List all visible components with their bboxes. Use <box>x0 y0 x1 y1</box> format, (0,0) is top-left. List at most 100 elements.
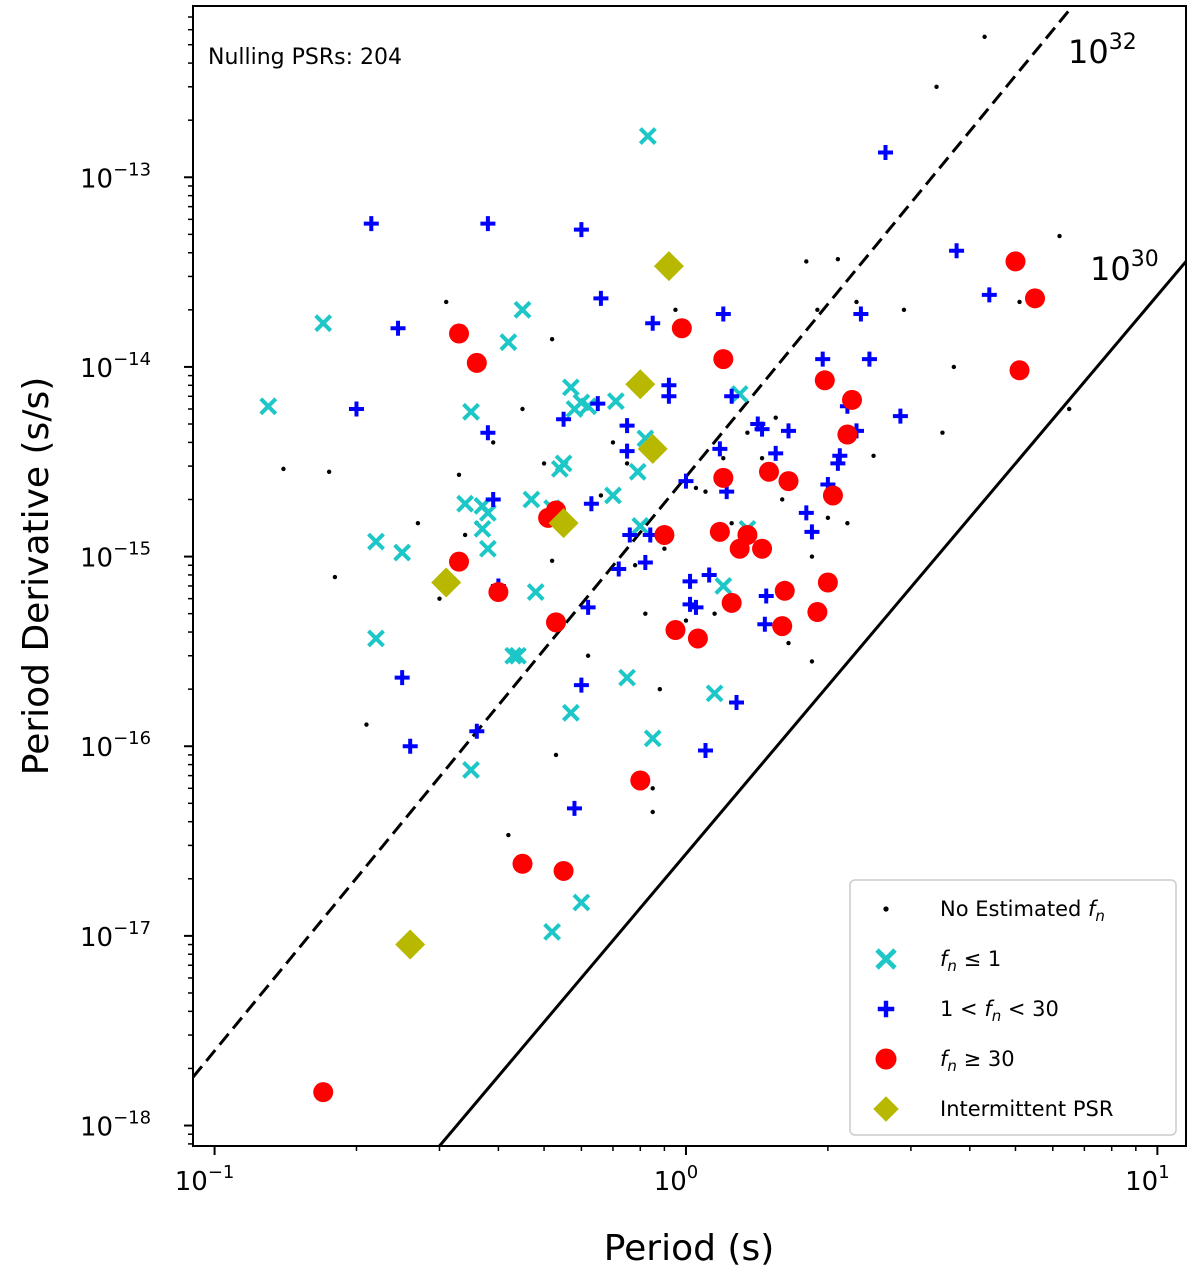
point-high-20 <box>737 524 758 545</box>
point-none-10 <box>491 440 496 445</box>
point-mid-3 <box>394 670 410 686</box>
point-low-13 <box>504 646 523 665</box>
point-inter-0 <box>395 929 426 960</box>
legend-label-low: fn ≤ 1 <box>940 947 1001 975</box>
legend-label-inter: Intermittent PSR <box>940 1097 1113 1121</box>
energy-loss-lines <box>193 9 1186 1146</box>
y-axis-label: Period Derivative (s/s) <box>16 377 57 775</box>
point-high-18 <box>721 592 742 613</box>
point-mid-6 <box>480 216 496 232</box>
point-high-8 <box>545 612 566 633</box>
point-inter-4 <box>637 433 668 464</box>
legend-entry-mid: 1 < fn < 30 <box>877 997 1059 1025</box>
legend-entry-low: fn ≤ 1 <box>875 947 1001 975</box>
point-mid-1 <box>363 216 379 232</box>
legend: No Estimated fn fn ≤ 1 1 < fn < 30 fn ≥ 30 I… <box>849 879 1177 1136</box>
point-low-20 <box>554 454 573 473</box>
point-none-40 <box>786 640 791 646</box>
point-none-32 <box>703 489 708 494</box>
point-high-1 <box>449 323 470 344</box>
point-mid-14 <box>580 599 596 615</box>
point-mid-39 <box>754 421 770 437</box>
point-mid-33 <box>712 441 728 457</box>
point-low-34 <box>714 577 733 595</box>
y-tick-label: 10−13 <box>80 159 151 194</box>
point-low-39 <box>579 397 598 416</box>
legend-marker-low <box>875 948 897 970</box>
point-high-0 <box>313 1082 334 1103</box>
point-mid-7 <box>480 425 496 441</box>
point-mid-15 <box>583 496 599 512</box>
point-low-21 <box>561 703 580 722</box>
point-none-43 <box>809 554 815 559</box>
point-mid-20 <box>619 443 635 459</box>
point-high-25 <box>778 471 799 492</box>
point-low-5 <box>456 494 475 513</box>
point-low-27 <box>606 392 625 411</box>
point-none-1 <box>326 469 332 474</box>
point-none-45 <box>825 515 831 521</box>
point-none-29 <box>673 307 678 313</box>
point-none-52 <box>940 430 945 435</box>
point-none-31 <box>693 485 699 491</box>
point-none-57 <box>1066 406 1072 412</box>
point-mid-54 <box>878 145 893 161</box>
point-high-2 <box>449 551 470 572</box>
point-none-18 <box>585 653 591 658</box>
y-tick-label: 10−15 <box>80 539 151 574</box>
point-none-2 <box>332 574 338 580</box>
point-high-17 <box>713 467 734 488</box>
data-points <box>259 34 1072 1103</box>
point-low-33 <box>705 684 724 703</box>
point-high-10 <box>630 770 651 791</box>
series-inter <box>395 251 684 960</box>
point-none-51 <box>934 84 939 89</box>
point-mid-36 <box>724 388 740 404</box>
point-none-30 <box>683 618 689 623</box>
y-tick-label: 10−18 <box>80 1108 151 1143</box>
point-low-6 <box>462 402 480 421</box>
point-none-38 <box>773 415 778 420</box>
point-low-9 <box>473 519 492 538</box>
point-mid-46 <box>815 351 831 367</box>
point-high-26 <box>807 602 828 623</box>
point-none-20 <box>610 440 616 445</box>
point-low-30 <box>638 127 657 145</box>
point-mid-2 <box>390 320 406 336</box>
point-none-50 <box>901 307 907 313</box>
legend-entry-none: No Estimated fn <box>883 897 1105 925</box>
point-none-25 <box>650 786 655 791</box>
legend-entries: No Estimated fn fn ≤ 1 1 < fn < 30 fn ≥ 30 I… <box>873 897 1113 1122</box>
point-none-23 <box>643 611 648 616</box>
point-high-28 <box>817 572 838 593</box>
legend-label-mid: 1 < fn < 30 <box>940 997 1059 1025</box>
point-low-28 <box>618 668 636 687</box>
point-none-39 <box>780 497 785 502</box>
point-none-33 <box>712 611 717 616</box>
point-low-18 <box>543 922 562 941</box>
point-high-13 <box>671 318 692 339</box>
point-high-15 <box>709 521 730 542</box>
point-none-53 <box>951 364 957 370</box>
point-mid-37 <box>729 695 745 711</box>
y-axis-ticks: 10−18 10−17 10−16 10−15 10−14 10−13 <box>80 16 193 1145</box>
y-tick-label: 10−17 <box>80 918 151 953</box>
point-none-49 <box>871 453 876 458</box>
series-mid <box>348 145 997 816</box>
edot-1e32-label: 1032 <box>1068 30 1137 71</box>
series-none <box>281 34 1072 838</box>
point-none-11 <box>506 832 511 838</box>
point-high-30 <box>837 424 858 445</box>
point-mid-12 <box>573 222 589 238</box>
point-mid-11 <box>566 800 582 816</box>
point-none-55 <box>1017 299 1022 305</box>
point-mid-0 <box>348 401 364 417</box>
point-low-1 <box>314 314 333 333</box>
point-low-35 <box>730 385 749 403</box>
point-high-27 <box>814 370 835 391</box>
point-inter-5 <box>653 251 684 282</box>
point-mid-5 <box>469 723 485 739</box>
point-none-0 <box>281 466 286 472</box>
point-mid-16 <box>590 396 606 412</box>
point-low-31 <box>643 729 662 748</box>
